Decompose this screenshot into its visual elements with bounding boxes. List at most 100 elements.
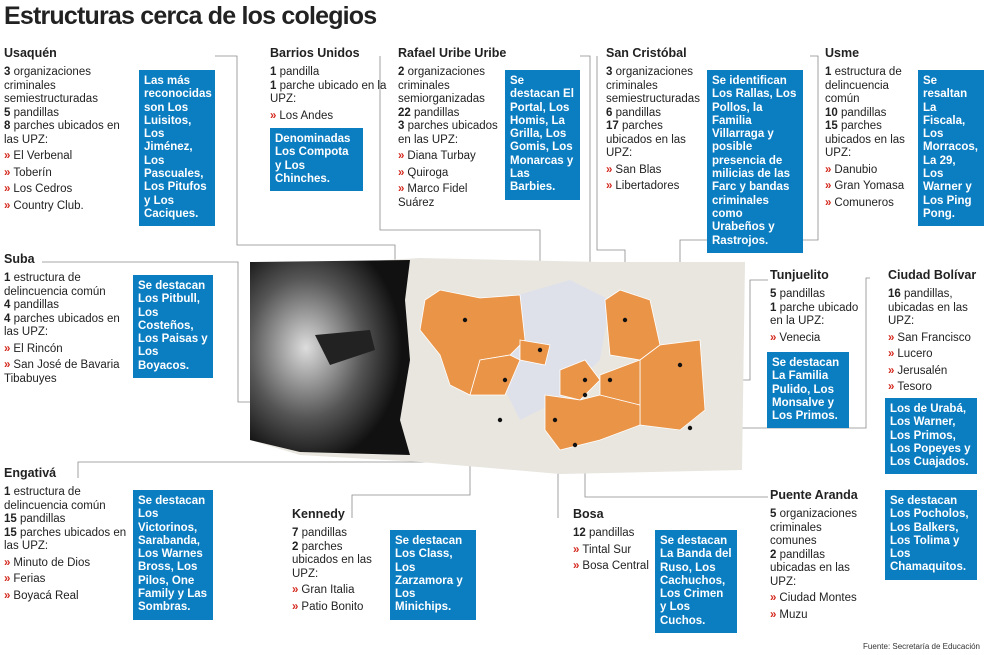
stat-number: 7: [292, 527, 299, 539]
stat: 1 estructura de delincuencia común: [4, 486, 128, 513]
place: Libertadores: [606, 180, 702, 194]
stat-number: 5: [770, 508, 777, 520]
stat: 12 pandillas: [573, 527, 653, 541]
stat-text: pandillas: [13, 299, 60, 311]
place: Tesoro: [888, 381, 980, 395]
note-box: Se destacan Los Pitbull, Los Costeños, L…: [133, 275, 213, 379]
stat-number: 3: [398, 120, 405, 132]
stat-number: 10: [825, 106, 838, 119]
stat-number: 17: [606, 120, 619, 132]
stat-number: 6: [606, 106, 613, 119]
stat: 3 organizaciones criminales semiestructu…: [4, 66, 128, 107]
stat-number: 15: [825, 120, 838, 132]
stat: 1 estructura de delincuencia común: [4, 272, 128, 299]
place: San José de Bavaria Tibabuyes: [4, 359, 128, 386]
district-details: 12 pandillas Tintal Sur Bosa Central: [573, 527, 653, 574]
stat-text: pandillas: [13, 106, 60, 119]
note-box: Se destacan Los Class, Los Zarzamora y L…: [390, 530, 476, 620]
stat-number: 1: [4, 272, 11, 284]
stat-text: organizaciones criminales semiestructura…: [4, 66, 98, 105]
stat-text: parches ubicados en las UPZ:: [292, 540, 372, 580]
place: Marco Fidel Suárez: [398, 183, 502, 210]
stat-number: 2: [770, 548, 777, 561]
stat: 6 pandillas: [606, 107, 702, 121]
district-details: 2 organizaciones criminales semiorganiza…: [398, 66, 502, 210]
stat: 15 pandillas: [4, 513, 128, 527]
district-name: Puente Aranda: [770, 488, 858, 502]
district-name: Suba: [4, 252, 35, 266]
stat-text: organizaciones criminales comunes: [770, 508, 857, 547]
district-details: 3 organizaciones criminales semiestructu…: [606, 66, 702, 194]
place: Lucero: [888, 348, 980, 362]
stat-text: parches ubicados en las UPZ:: [4, 120, 120, 146]
place: Ciudad Montes: [770, 592, 870, 606]
district-name: Barrios Unidos: [270, 46, 360, 60]
place: Danubio: [825, 164, 913, 178]
district-details: 1 estructura de delincuencia común 4 pand…: [4, 272, 128, 386]
district-details: 3 organizaciones criminales semiestructu…: [4, 66, 128, 213]
note-box: Se destacan Los Victorinos, Sarabanda, L…: [133, 490, 213, 620]
place: Gran Italia: [292, 584, 386, 598]
source: Fuente: Secretaría de Educación: [863, 642, 980, 651]
stat: 22 pandillas: [398, 107, 502, 121]
place: Muzu: [770, 609, 870, 623]
note-box: Se resaltan La Fiscala, Los Morracos, La…: [918, 70, 984, 227]
stat-text: pandillas: [841, 106, 887, 119]
stat-number: 1: [270, 66, 277, 78]
stat-number: 16: [888, 288, 901, 300]
stat-text: pandillas: [414, 106, 460, 119]
note-box: Se destacan La Banda del Ruso, Los Cachu…: [655, 530, 737, 634]
stat-text: parche ubicado en la UPZ:: [770, 301, 859, 328]
stat: 7 pandillas: [292, 527, 386, 541]
stat-text: pandillas: [589, 527, 635, 539]
stat-number: 3: [606, 66, 613, 78]
stat-number: 8: [4, 120, 11, 132]
district-details: 7 pandillas 2 parches ubicados en las UPZ…: [292, 527, 386, 614]
note-box: Denominadas Los Compota y Los Chinches.: [270, 128, 363, 192]
stat-number: 1: [4, 486, 11, 498]
place: El Verbenal: [4, 150, 128, 164]
place: El Rincón: [4, 343, 128, 357]
place: Minuto de Dios: [4, 557, 128, 571]
stat-text: pandilla: [279, 66, 320, 78]
stat: 10 pandillas: [825, 107, 913, 121]
place: Boyacá Real: [4, 590, 128, 604]
place: San Blas: [606, 164, 702, 178]
stat-number: 1: [825, 66, 832, 78]
stat: 5 organizaciones criminales comunes: [770, 508, 870, 549]
place: San Francisco: [888, 332, 980, 346]
stat-number: 4: [4, 312, 11, 325]
place: Toberín: [4, 167, 128, 181]
stat-text: parches ubicados en las UPZ:: [825, 120, 905, 159]
district-name: Engativá: [4, 466, 57, 480]
stat-text: parches ubicados en las UPZ:: [4, 312, 120, 339]
note-box: Los de Urabá, Los Warner, Los Primos, Lo…: [885, 398, 977, 475]
stat-text: organizaciones criminales semiestructura…: [606, 66, 700, 105]
place: Los Andes: [270, 110, 388, 124]
stat: 3 parches ubicados en las UPZ:: [398, 120, 502, 147]
note-box: Se destacan Los Pocholos, Los Balkers, L…: [885, 490, 977, 580]
stat: 17 parches ubicados en las UPZ:: [606, 120, 702, 161]
stat: 1 pandilla: [270, 66, 388, 80]
district-details: 1 estructura de delincuencia común 15 pan…: [4, 486, 128, 603]
stat: 4 pandillas: [4, 299, 128, 313]
stat: 3 organizaciones criminales semiestructu…: [606, 66, 702, 107]
place: Venecia: [770, 332, 860, 346]
stat: 15 parches ubicados en las UPZ:: [825, 120, 913, 161]
stat-number: 22: [398, 106, 411, 119]
stat-text: estructura de delincuencia común: [4, 486, 106, 512]
stat-text: pandillas: [779, 288, 826, 300]
place: Quiroga: [398, 167, 502, 181]
stat: 15 parches ubicados en las UPZ:: [4, 527, 128, 554]
stat-number: 1: [270, 79, 277, 92]
note-box: Se destacan El Portal, Los Homis, La Gri…: [505, 70, 580, 200]
stat-text: pandillas: [20, 513, 66, 525]
stat-text: pandillas ubicadas en las UPZ:: [770, 548, 850, 588]
place: Tintal Sur: [573, 544, 653, 558]
stat: 2 parches ubicados en las UPZ:: [292, 541, 386, 582]
place: Ferias: [4, 573, 128, 587]
stat-number: 5: [770, 288, 777, 300]
stat-number: 4: [4, 299, 11, 311]
